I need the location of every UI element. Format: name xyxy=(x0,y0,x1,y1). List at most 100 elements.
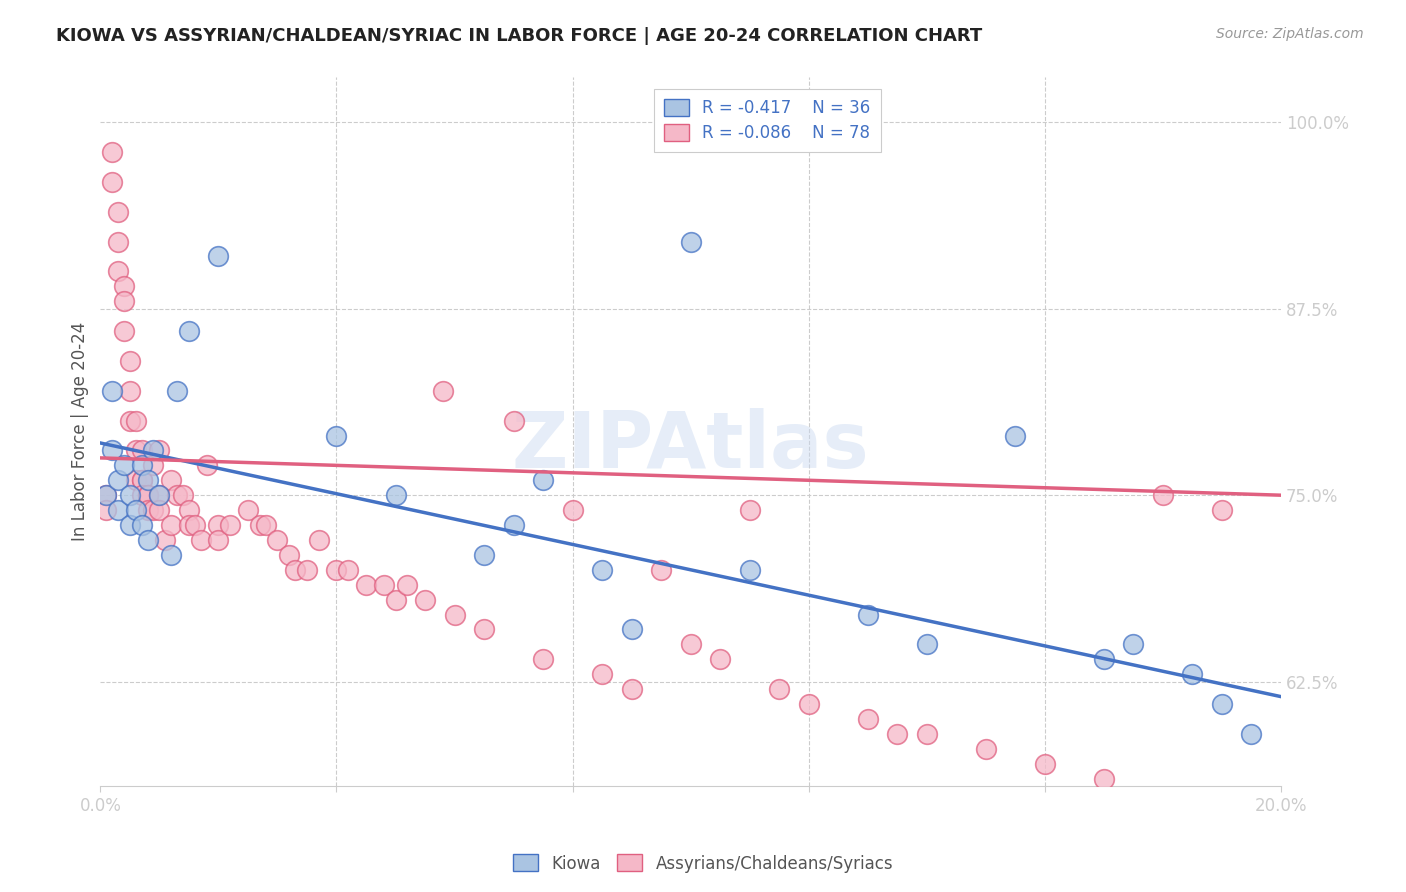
Point xyxy=(142,443,165,458)
Point xyxy=(1240,727,1263,741)
Point xyxy=(172,488,194,502)
Point xyxy=(166,384,188,398)
Point xyxy=(125,414,148,428)
Point xyxy=(679,637,702,651)
Point xyxy=(472,623,495,637)
Point xyxy=(396,578,419,592)
Point xyxy=(254,518,277,533)
Point xyxy=(131,473,153,487)
Point xyxy=(354,578,377,592)
Point xyxy=(915,637,938,651)
Text: KIOWA VS ASSYRIAN/CHALDEAN/SYRIAC IN LABOR FORCE | AGE 20-24 CORRELATION CHART: KIOWA VS ASSYRIAN/CHALDEAN/SYRIAC IN LAB… xyxy=(56,27,983,45)
Point xyxy=(797,697,820,711)
Point xyxy=(709,652,731,666)
Point xyxy=(160,548,183,562)
Point xyxy=(207,533,229,547)
Point xyxy=(591,563,613,577)
Point xyxy=(278,548,301,562)
Point xyxy=(295,563,318,577)
Point xyxy=(101,145,124,159)
Point xyxy=(112,279,135,293)
Point xyxy=(112,324,135,338)
Point xyxy=(1152,488,1174,502)
Point xyxy=(142,458,165,473)
Point xyxy=(620,682,643,697)
Point xyxy=(148,488,170,502)
Point xyxy=(886,727,908,741)
Point xyxy=(738,563,761,577)
Point xyxy=(738,503,761,517)
Point xyxy=(136,488,159,502)
Point xyxy=(1092,652,1115,666)
Point xyxy=(1092,772,1115,786)
Point xyxy=(207,518,229,533)
Point xyxy=(195,458,218,473)
Point xyxy=(1004,428,1026,442)
Point xyxy=(131,488,153,502)
Point xyxy=(177,518,200,533)
Point xyxy=(125,503,148,517)
Point xyxy=(96,503,118,517)
Point xyxy=(101,384,124,398)
Point xyxy=(148,503,170,517)
Point xyxy=(443,607,465,622)
Point xyxy=(107,473,129,487)
Point xyxy=(1033,756,1056,771)
Point xyxy=(131,443,153,458)
Point xyxy=(160,473,183,487)
Point xyxy=(679,235,702,249)
Point xyxy=(136,473,159,487)
Point xyxy=(1122,637,1144,651)
Point xyxy=(131,458,153,473)
Point xyxy=(190,533,212,547)
Point xyxy=(177,324,200,338)
Point xyxy=(96,488,118,502)
Point xyxy=(620,623,643,637)
Point xyxy=(148,488,170,502)
Point xyxy=(131,518,153,533)
Point xyxy=(112,458,135,473)
Point xyxy=(561,503,583,517)
Point xyxy=(768,682,790,697)
Point xyxy=(118,384,141,398)
Point xyxy=(1181,667,1204,681)
Point xyxy=(96,488,118,502)
Point xyxy=(125,443,148,458)
Point xyxy=(219,518,242,533)
Point xyxy=(502,414,524,428)
Point xyxy=(413,592,436,607)
Point xyxy=(101,443,124,458)
Point xyxy=(249,518,271,533)
Point xyxy=(112,294,135,309)
Point xyxy=(856,712,879,726)
Point xyxy=(160,518,183,533)
Point xyxy=(136,503,159,517)
Point xyxy=(591,667,613,681)
Legend: Kiowa, Assyrians/Chaldeans/Syriacs: Kiowa, Assyrians/Chaldeans/Syriacs xyxy=(506,847,900,880)
Point xyxy=(308,533,330,547)
Point xyxy=(136,488,159,502)
Point xyxy=(432,384,454,398)
Point xyxy=(502,518,524,533)
Point xyxy=(384,488,406,502)
Point xyxy=(472,548,495,562)
Point xyxy=(856,607,879,622)
Point xyxy=(118,414,141,428)
Text: Source: ZipAtlas.com: Source: ZipAtlas.com xyxy=(1216,27,1364,41)
Point xyxy=(155,533,177,547)
Point xyxy=(915,727,938,741)
Point xyxy=(337,563,360,577)
Point xyxy=(184,518,207,533)
Point xyxy=(373,578,395,592)
Point xyxy=(531,652,554,666)
Point xyxy=(136,533,159,547)
Point xyxy=(325,563,347,577)
Point xyxy=(107,503,129,517)
Point xyxy=(118,354,141,368)
Legend: R = -0.417    N = 36, R = -0.086    N = 78: R = -0.417 N = 36, R = -0.086 N = 78 xyxy=(654,89,880,153)
Point xyxy=(236,503,259,517)
Point xyxy=(531,473,554,487)
Text: ZIPAtlas: ZIPAtlas xyxy=(512,408,869,484)
Point xyxy=(125,473,148,487)
Point xyxy=(118,518,141,533)
